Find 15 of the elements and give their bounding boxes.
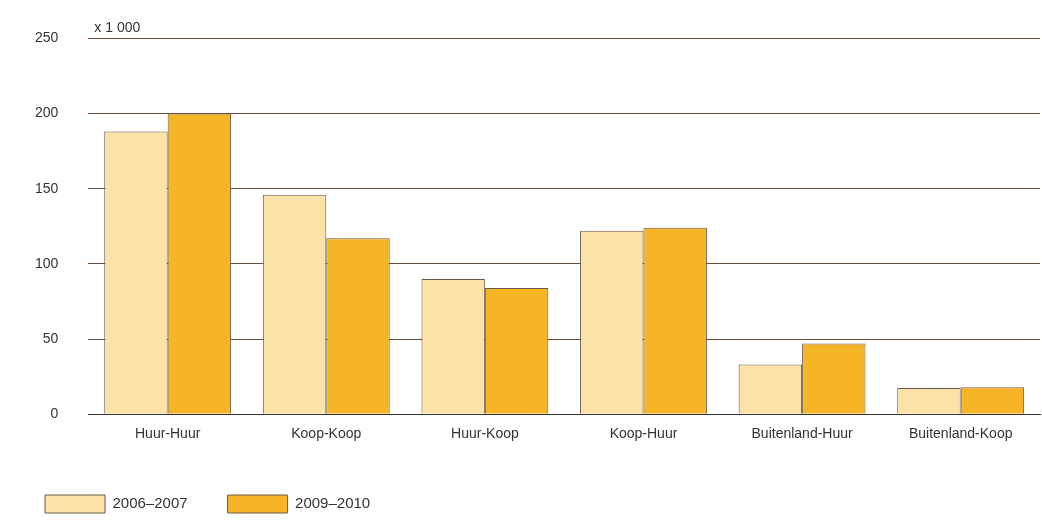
y-tick-label: 0 (50, 405, 59, 422)
x-tick-label: Huur-Huur (134, 425, 201, 442)
y-tick-label: 50 (42, 329, 59, 346)
y-tick-label: 250 (35, 29, 59, 46)
y-tick-label: 100 (35, 254, 59, 271)
x-tick-label: Koop-Huur (609, 425, 678, 442)
x-tick-label: Buitenland-Koop (908, 425, 1013, 442)
x-tick-label: Huur-Koop (451, 425, 519, 442)
x-tick-label: Buitenland-Huur (751, 425, 854, 442)
legend-label: 2009–2010 (295, 494, 371, 512)
x-tick-label: Koop-Koop (291, 425, 362, 442)
legend-label: 2006–2007 (112, 494, 188, 512)
y-axis-title: x 1 000 (94, 19, 141, 36)
y-tick-label: 150 (35, 179, 59, 196)
y-tick-label: 200 (35, 104, 59, 121)
